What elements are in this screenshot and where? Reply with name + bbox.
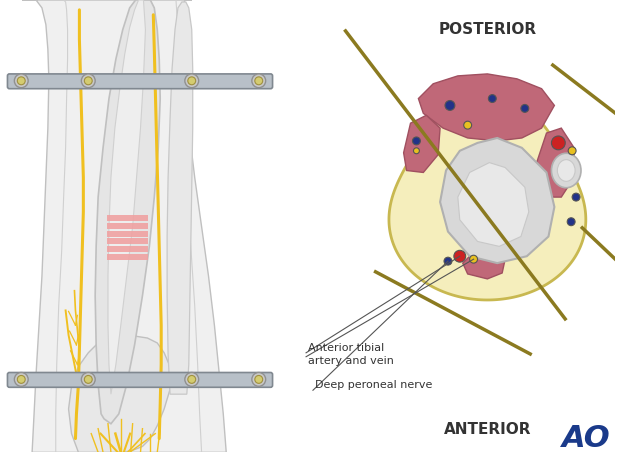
- FancyBboxPatch shape: [7, 74, 273, 89]
- Bar: [107, 239, 148, 244]
- Bar: [107, 223, 148, 229]
- Circle shape: [551, 136, 565, 150]
- Text: Anterior tibial
artery and vein: Anterior tibial artery and vein: [308, 343, 394, 366]
- Circle shape: [469, 255, 477, 263]
- Bar: [107, 246, 148, 252]
- Polygon shape: [389, 97, 586, 300]
- Polygon shape: [95, 0, 160, 424]
- Circle shape: [414, 148, 419, 154]
- Bar: [107, 254, 148, 260]
- Circle shape: [454, 250, 466, 262]
- Polygon shape: [108, 0, 146, 394]
- Circle shape: [84, 375, 92, 383]
- Circle shape: [188, 77, 196, 85]
- Circle shape: [489, 95, 496, 102]
- Text: AO: AO: [562, 424, 610, 453]
- Circle shape: [412, 137, 420, 145]
- Circle shape: [444, 257, 452, 265]
- Circle shape: [81, 74, 95, 88]
- Text: Deep peroneal nerve: Deep peroneal nerve: [315, 381, 432, 391]
- Circle shape: [255, 77, 263, 85]
- Polygon shape: [418, 74, 554, 141]
- Circle shape: [252, 373, 265, 386]
- Circle shape: [255, 375, 263, 383]
- Circle shape: [14, 373, 28, 386]
- Polygon shape: [167, 2, 193, 394]
- Text: ANTERIOR: ANTERIOR: [444, 422, 531, 437]
- Polygon shape: [463, 251, 505, 279]
- Text: POSTERIOR: POSTERIOR: [438, 22, 536, 37]
- Circle shape: [521, 105, 529, 112]
- Circle shape: [568, 147, 576, 155]
- Polygon shape: [404, 115, 440, 173]
- Circle shape: [188, 375, 196, 383]
- Circle shape: [567, 218, 575, 226]
- Polygon shape: [69, 336, 170, 452]
- Polygon shape: [440, 138, 554, 263]
- Polygon shape: [458, 162, 529, 246]
- Polygon shape: [534, 128, 574, 197]
- Circle shape: [572, 193, 580, 201]
- Circle shape: [17, 77, 25, 85]
- Circle shape: [17, 375, 25, 383]
- FancyBboxPatch shape: [7, 373, 273, 387]
- Circle shape: [185, 74, 198, 88]
- Circle shape: [185, 373, 198, 386]
- Ellipse shape: [551, 153, 581, 188]
- Circle shape: [464, 121, 472, 129]
- Circle shape: [252, 74, 265, 88]
- Polygon shape: [22, 0, 226, 452]
- Circle shape: [14, 74, 28, 88]
- Circle shape: [81, 373, 95, 386]
- Ellipse shape: [557, 160, 575, 181]
- Circle shape: [445, 101, 455, 110]
- Circle shape: [84, 77, 92, 85]
- Bar: [107, 215, 148, 221]
- Bar: [107, 230, 148, 236]
